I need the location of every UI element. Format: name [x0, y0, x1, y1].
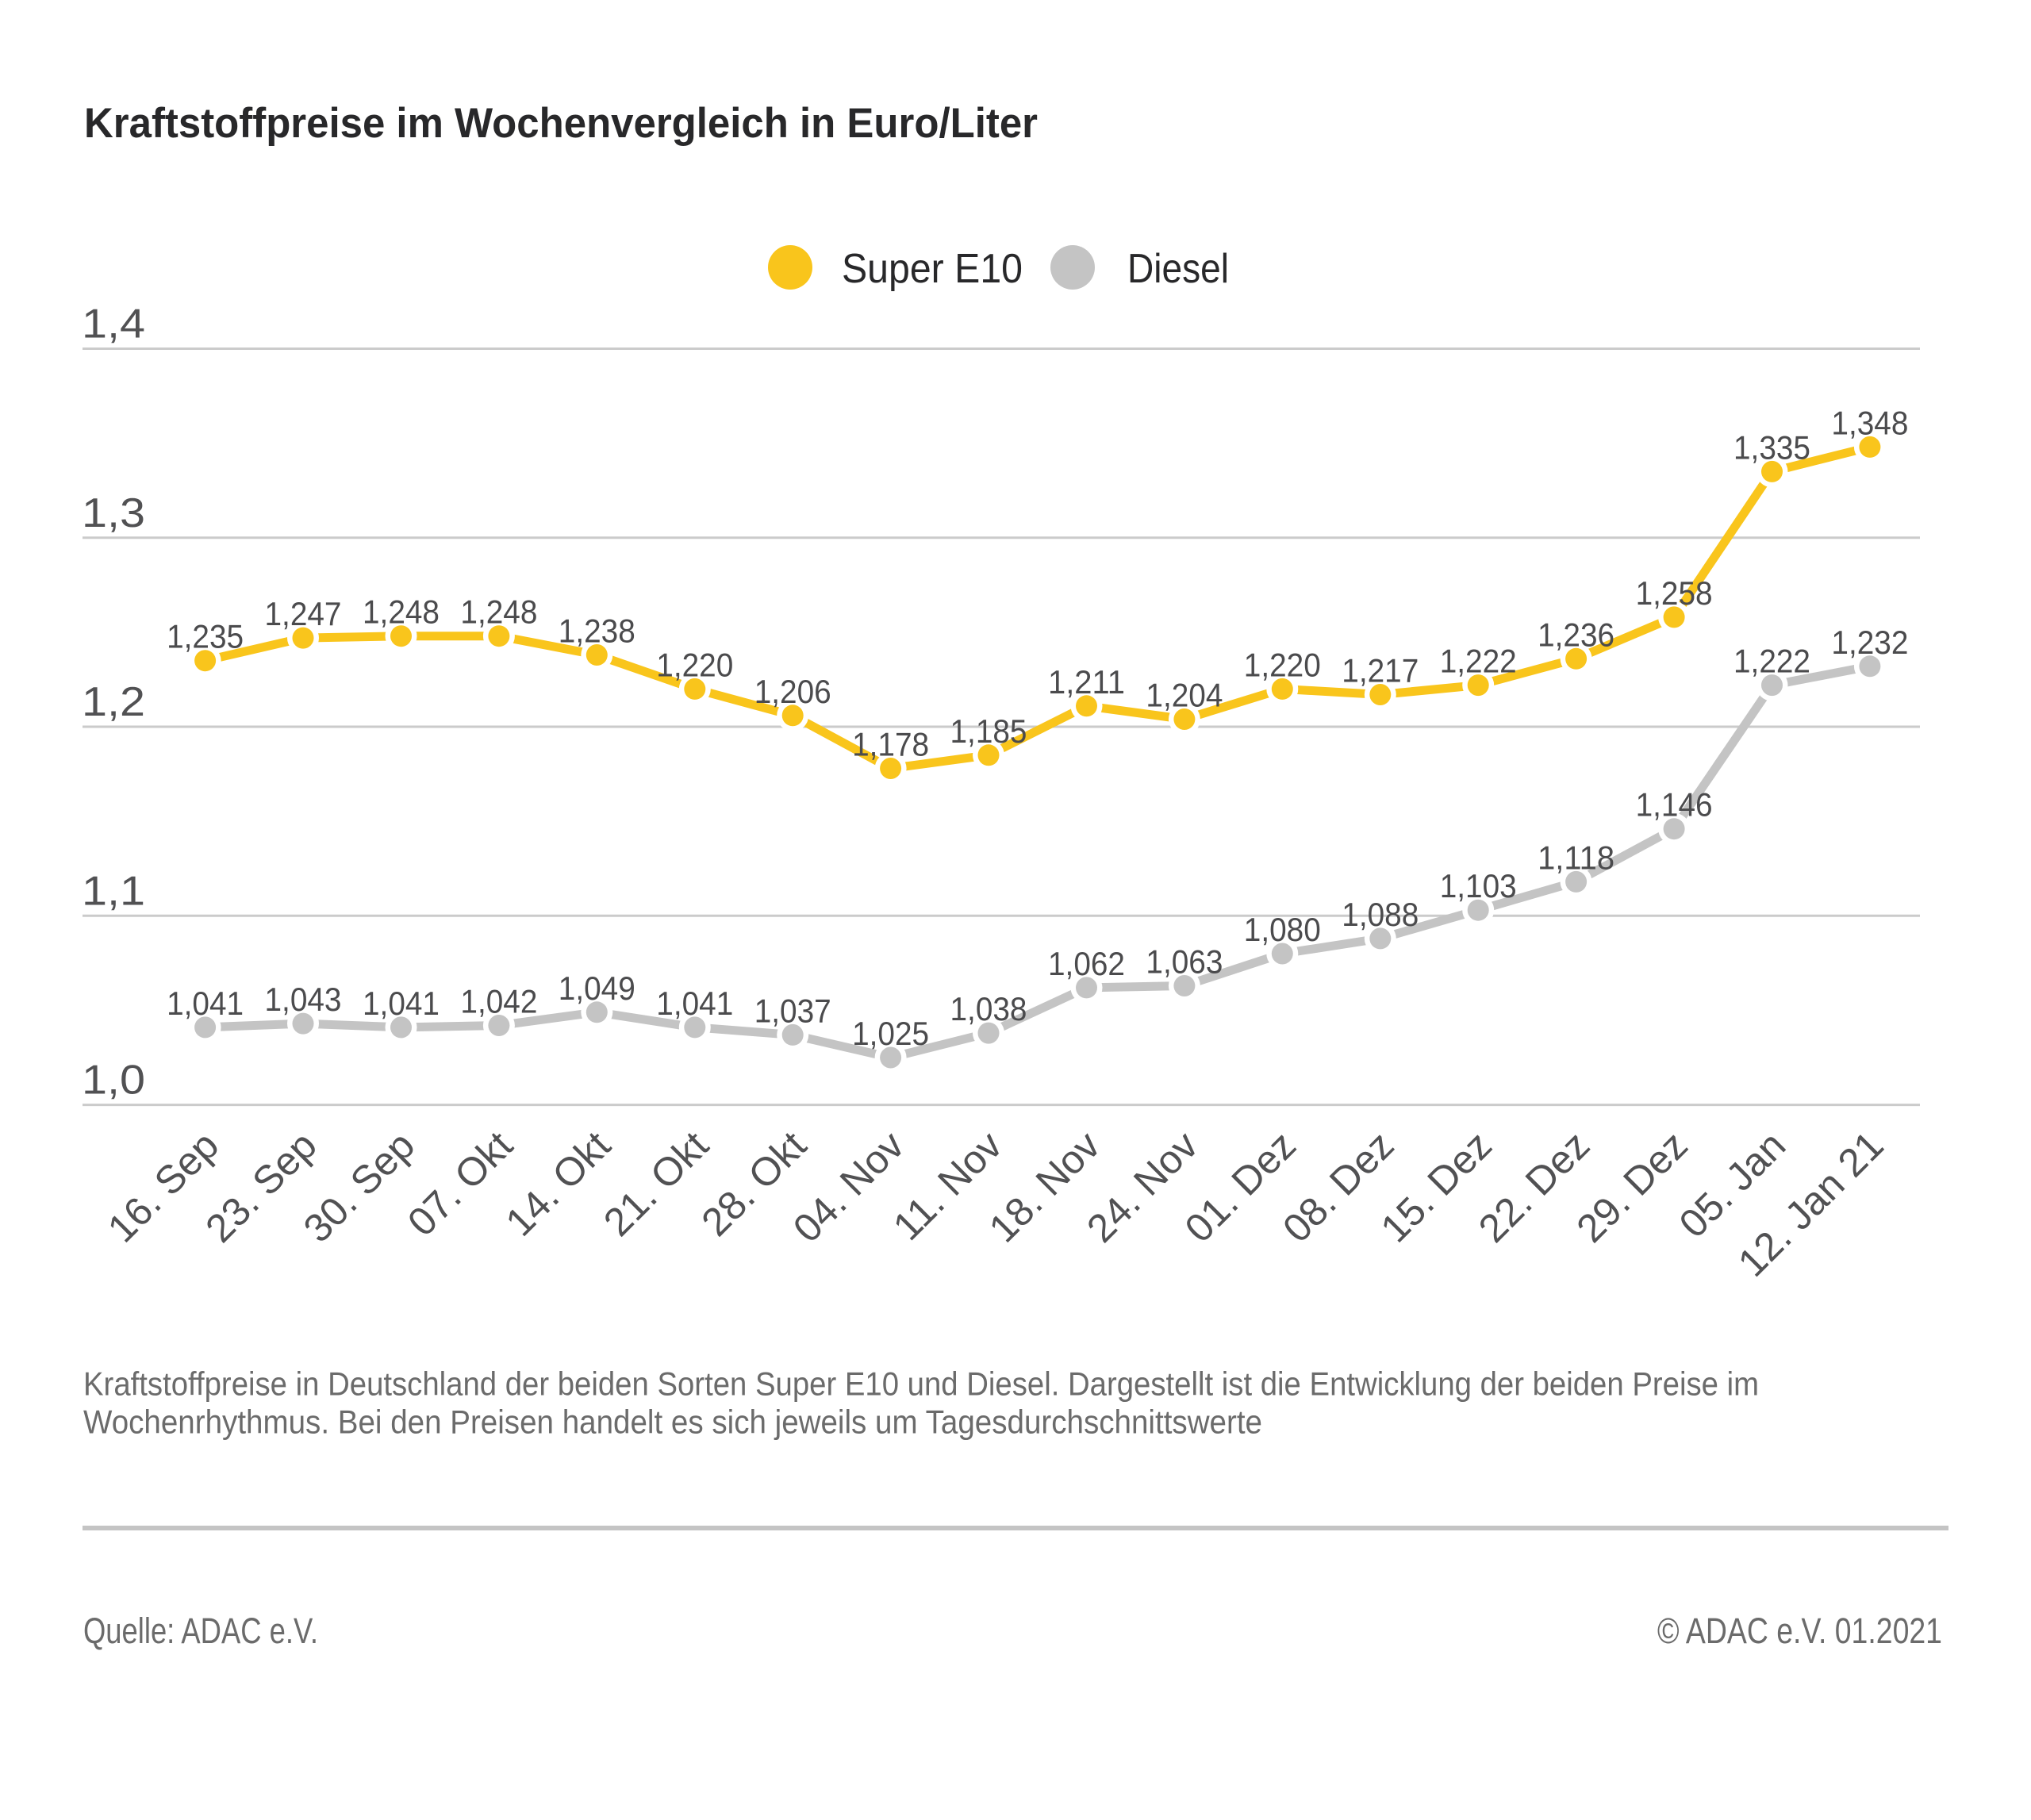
svg-text:1,118: 1,118: [1538, 839, 1614, 876]
svg-text:1,258: 1,258: [1636, 574, 1713, 612]
svg-text:1,062: 1,062: [1048, 945, 1125, 982]
svg-text:1,0: 1,0: [82, 1058, 145, 1104]
svg-text:1,043: 1,043: [265, 981, 342, 1018]
svg-text:1,236: 1,236: [1538, 616, 1614, 653]
svg-text:1,178: 1,178: [852, 726, 929, 763]
svg-text:Kraftstoffpreise im Wochenverg: Kraftstoffpreise im Wochenvergleich in E…: [84, 100, 1038, 147]
svg-text:1,4: 1,4: [82, 301, 145, 347]
svg-text:© ADAC e.V. 01.2021: © ADAC e.V. 01.2021: [1657, 1611, 1942, 1651]
svg-text:1,217: 1,217: [1342, 652, 1419, 689]
svg-text:1,206: 1,206: [754, 673, 831, 710]
svg-text:1,038: 1,038: [950, 990, 1027, 1027]
svg-text:Wochenrhythmus. Bei den Preise: Wochenrhythmus. Bei den Preisen handelt …: [83, 1403, 1262, 1441]
svg-text:1,041: 1,041: [656, 985, 733, 1022]
svg-text:Super E10: Super E10: [842, 246, 1023, 292]
svg-text:Quelle: ADAC e.V.: Quelle: ADAC e.V.: [83, 1611, 318, 1651]
svg-text:1,037: 1,037: [754, 992, 831, 1029]
svg-text:1,041: 1,041: [363, 985, 440, 1022]
svg-text:1,3: 1,3: [82, 490, 145, 536]
svg-text:1,204: 1,204: [1146, 677, 1223, 714]
svg-text:1,248: 1,248: [363, 593, 440, 631]
svg-text:Diesel: Diesel: [1127, 246, 1229, 292]
svg-text:1,042: 1,042: [460, 983, 537, 1020]
svg-text:Kraftstoffpreise in Deutschlan: Kraftstoffpreise in Deutschland der beid…: [83, 1365, 1759, 1403]
svg-text:1,049: 1,049: [559, 970, 635, 1007]
svg-text:1,238: 1,238: [559, 612, 635, 650]
svg-text:1,063: 1,063: [1146, 943, 1223, 981]
svg-text:1,220: 1,220: [656, 646, 733, 683]
svg-text:1,335: 1,335: [1733, 428, 1810, 466]
svg-text:1,080: 1,080: [1244, 911, 1321, 948]
svg-text:1,232: 1,232: [1831, 624, 1908, 661]
svg-text:1,088: 1,088: [1342, 896, 1419, 933]
svg-text:1,247: 1,247: [265, 595, 342, 632]
svg-text:1,211: 1,211: [1048, 663, 1125, 701]
svg-text:1,103: 1,103: [1440, 867, 1517, 904]
svg-text:1,348: 1,348: [1831, 404, 1908, 441]
svg-text:1,025: 1,025: [852, 1015, 929, 1052]
svg-text:1,146: 1,146: [1636, 786, 1713, 824]
svg-text:1,041: 1,041: [167, 985, 244, 1022]
svg-text:1,235: 1,235: [167, 618, 244, 655]
svg-text:1,248: 1,248: [460, 593, 537, 631]
svg-text:1,220: 1,220: [1244, 646, 1321, 683]
svg-text:1,1: 1,1: [82, 868, 145, 914]
svg-text:1,222: 1,222: [1733, 643, 1810, 680]
svg-text:1,2: 1,2: [82, 679, 145, 725]
svg-text:1,222: 1,222: [1440, 643, 1517, 680]
svg-text:1,185: 1,185: [950, 712, 1027, 750]
